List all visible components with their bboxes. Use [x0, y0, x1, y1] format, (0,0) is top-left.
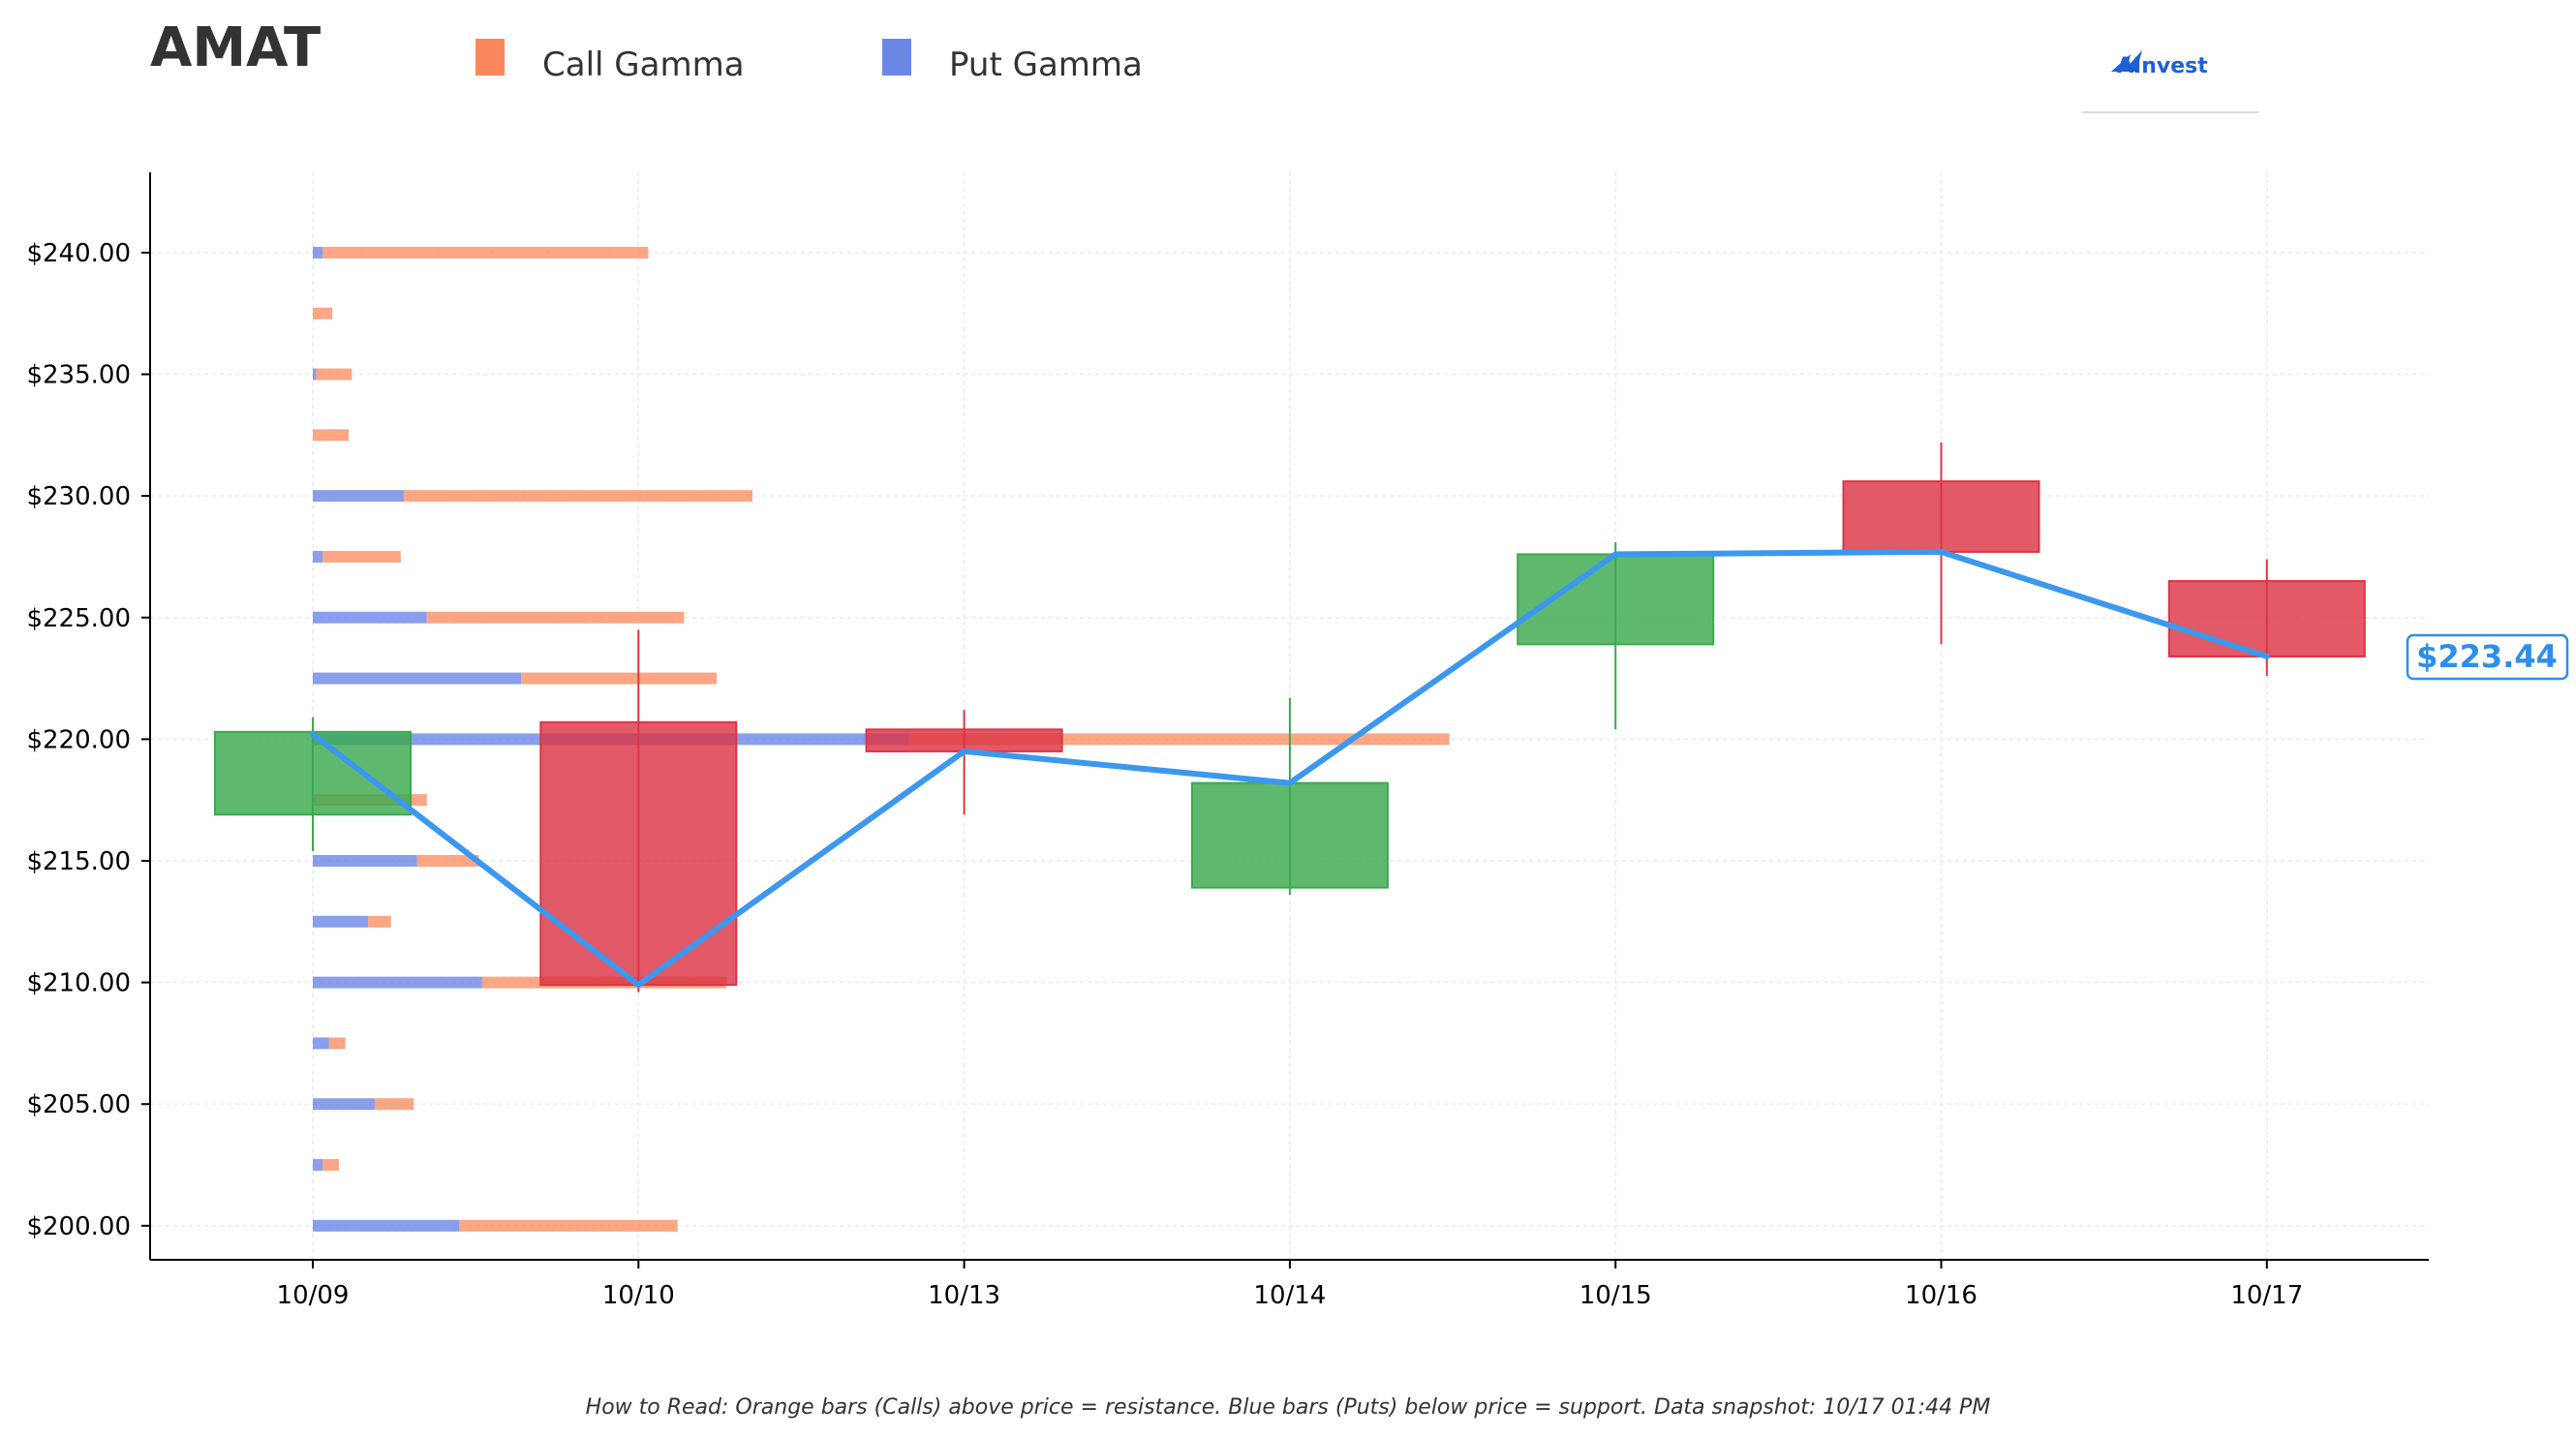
- x-tick-label: 10/09: [277, 1281, 350, 1310]
- y-tick-label: $230.00: [26, 482, 131, 511]
- put-gamma-bar: [313, 1219, 460, 1232]
- put-gamma-bar: [313, 368, 317, 381]
- put-gamma-bar: [313, 246, 323, 259]
- candle-body: [1190, 781, 1389, 889]
- logo-mark-icon: [2111, 50, 2142, 72]
- x-tick-label: 10/15: [1579, 1281, 1652, 1310]
- chart-title: AMAT: [150, 16, 321, 79]
- y-tick-label: $235.00: [26, 361, 131, 390]
- put-gamma-bar: [313, 976, 482, 989]
- y-tick-label: $210.00: [26, 969, 131, 998]
- y-tick-label: $240.00: [26, 239, 131, 268]
- x-tick-label: 10/17: [2230, 1281, 2303, 1310]
- y-tick-label: $220.00: [26, 725, 131, 754]
- call-gamma-bar: [322, 246, 649, 259]
- call-gamma-bar: [426, 611, 685, 624]
- x-tick-label: 10/14: [1253, 1281, 1326, 1310]
- price-badge-box: [2406, 633, 2569, 681]
- x-tick-label: 10/16: [1905, 1281, 1978, 1310]
- y-tick-label: $200.00: [26, 1212, 131, 1241]
- call-gamma-bar: [416, 854, 479, 867]
- logo-text: AInvest: [2117, 54, 2208, 78]
- put-gamma-bar: [313, 611, 427, 624]
- legend-call-swatch: [475, 39, 505, 76]
- candle-body: [2167, 580, 2366, 657]
- candle-body: [1842, 480, 2040, 553]
- call-gamma-bar: [322, 1159, 339, 1172]
- candle-body: [865, 728, 1063, 752]
- call-gamma-bar: [328, 1037, 346, 1050]
- put-gamma-bar: [313, 1037, 329, 1050]
- put-gamma-bar: [313, 550, 323, 563]
- call-gamma-bar: [313, 307, 333, 320]
- call-gamma-bar: [322, 550, 401, 563]
- put-gamma-bar: [313, 1098, 375, 1111]
- call-gamma-bar: [374, 1098, 414, 1111]
- call-gamma-bar: [316, 368, 353, 381]
- put-gamma-bar: [313, 854, 417, 867]
- call-gamma-bar: [313, 429, 349, 442]
- call-gamma-bar: [459, 1219, 678, 1232]
- candle-body: [214, 730, 412, 816]
- close-price-line-layer: [310, 548, 2270, 989]
- call-gamma-bar: [404, 490, 753, 503]
- put-gamma-bar: [313, 1159, 323, 1172]
- legend: Call Gamma Put Gamma: [475, 39, 1143, 84]
- legend-put-swatch: [882, 39, 911, 76]
- put-gamma-bar: [313, 490, 405, 503]
- legend-put-label: Put Gamma: [949, 46, 1143, 84]
- close-price-line: [310, 548, 2270, 989]
- y-tick-label: $205.00: [26, 1090, 131, 1119]
- call-gamma-bar: [521, 672, 718, 685]
- put-gamma-bar: [313, 915, 369, 928]
- current-price-badge: $223.44: [2406, 633, 2569, 681]
- tick-labels: $200.00 $205.00 $210.00 $215.00 $220.00 $225.…: [26, 239, 2303, 1310]
- legend-call-label: Call Gamma: [542, 46, 745, 84]
- x-tick-label: 10/13: [928, 1281, 1000, 1310]
- ainvest-logo: AInvest: [2082, 50, 2258, 113]
- y-tick-label: $215.00: [26, 847, 131, 876]
- how-to-read-footnote: How to Read: Orange bars (Calls) above p…: [586, 1395, 1991, 1420]
- call-gamma-bar: [368, 915, 391, 928]
- x-tick-label: 10/10: [602, 1281, 675, 1310]
- candle-body: [1517, 553, 1715, 646]
- candle-body: [539, 720, 738, 987]
- put-gamma-bar: [313, 672, 522, 685]
- y-tick-label: $225.00: [26, 604, 131, 633]
- price-badge-text: $223.44: [2416, 638, 2558, 675]
